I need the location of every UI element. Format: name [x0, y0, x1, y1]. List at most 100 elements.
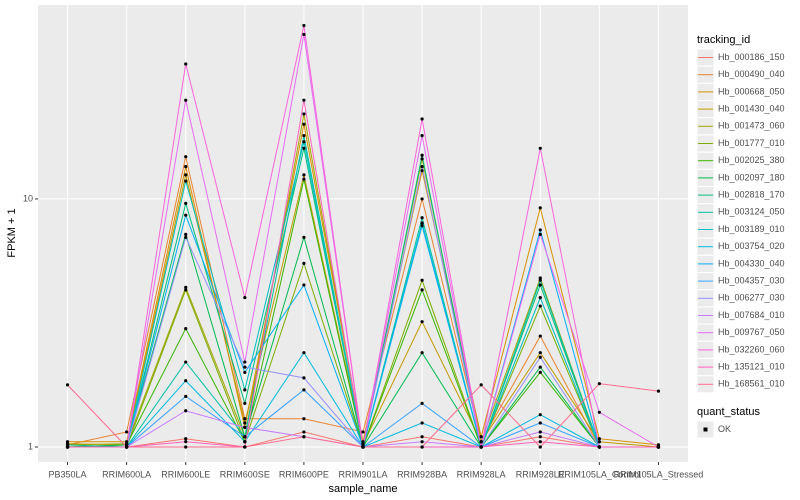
x-tick-label: RRIM600LE [161, 469, 210, 479]
data-point [420, 288, 424, 292]
data-point [243, 417, 247, 421]
data-point [184, 445, 188, 449]
data-point [538, 355, 542, 359]
data-point [184, 179, 188, 183]
data-point [420, 421, 424, 425]
data-point [420, 440, 424, 444]
y-tick-label: 10 [23, 193, 33, 203]
legend-label: Hb_007684_010 [718, 310, 785, 320]
data-point [538, 445, 542, 449]
data-point [420, 224, 424, 228]
data-point [420, 351, 424, 355]
data-point [302, 173, 306, 177]
data-point [243, 401, 247, 405]
data-point [184, 213, 188, 217]
data-point [302, 261, 306, 265]
data-point [302, 417, 306, 421]
data-point [184, 232, 188, 236]
data-point [538, 206, 542, 210]
legend-label: Hb_002025_380 [718, 155, 785, 165]
data-point [538, 228, 542, 232]
x-axis-label: sample_name [328, 483, 397, 495]
legend-label: Hb_001777_010 [718, 138, 785, 148]
y-axis-label: FPKM + 1 [6, 208, 18, 257]
legend-title: tracking_id [697, 34, 750, 46]
data-point [184, 360, 188, 364]
data-point [361, 445, 365, 449]
data-point [184, 437, 188, 441]
data-point [420, 134, 424, 138]
data-point [479, 440, 483, 444]
legend-label: Hb_002097_180 [718, 172, 785, 182]
data-point [420, 197, 424, 201]
data-point [302, 430, 306, 434]
data-point [243, 425, 247, 429]
data-point [420, 445, 424, 449]
data-point [184, 440, 188, 444]
data-point [538, 296, 542, 300]
data-point [184, 409, 188, 413]
legend-label: Hb_003189_010 [718, 224, 785, 234]
data-point [538, 365, 542, 369]
x-tick-label: RRIM600SE [220, 469, 270, 479]
legend-shape [703, 427, 708, 432]
data-point [184, 201, 188, 205]
data-point [184, 235, 188, 239]
data-point [243, 421, 247, 425]
legend-label: Hb_000668_050 [718, 86, 785, 96]
data-point [184, 155, 188, 159]
data-point [420, 435, 424, 439]
data-point [420, 117, 424, 121]
data-point [243, 296, 247, 300]
data-point [538, 146, 542, 150]
data-point [597, 410, 601, 414]
data-point [243, 388, 247, 392]
data-point [243, 445, 247, 449]
data-point [302, 376, 306, 380]
data-point [302, 32, 306, 37]
legend-label: Hb_001430_040 [718, 103, 785, 113]
data-point [302, 283, 306, 287]
data-point [420, 221, 424, 225]
legend-label: Hb_009767_050 [718, 327, 785, 337]
data-point [420, 216, 424, 220]
data-point [479, 435, 483, 439]
data-point [243, 365, 247, 369]
data-point [538, 283, 542, 287]
data-point [538, 276, 542, 280]
x-tick-label: RRIM928LE [516, 469, 565, 479]
data-point [597, 437, 601, 441]
data-point [656, 389, 661, 393]
data-point [538, 232, 542, 236]
data-point [65, 445, 70, 449]
data-point [420, 401, 424, 405]
data-point [420, 320, 424, 324]
data-point [538, 435, 542, 439]
data-point [538, 304, 542, 308]
legend-label: Hb_000490_040 [718, 69, 785, 79]
legend-label: Hb_135121_010 [718, 361, 785, 371]
data-point [184, 327, 188, 331]
data-point [184, 394, 188, 398]
data-point [302, 388, 306, 392]
data-point [656, 445, 661, 449]
data-point [302, 98, 306, 102]
data-point [243, 435, 247, 439]
data-point [538, 278, 542, 282]
x-tick-label: PB350LA [49, 469, 87, 479]
data-point [302, 140, 306, 144]
data-point [302, 235, 306, 239]
legend-label: Hb_001473_060 [718, 121, 785, 131]
legend-label: Hb_003124_050 [718, 207, 785, 217]
data-point [538, 430, 542, 434]
data-point [243, 440, 247, 444]
y-tick-label: 1 [28, 441, 33, 451]
legend-label: Hb_004330_040 [718, 258, 785, 268]
data-point [302, 23, 306, 28]
data-point [243, 370, 247, 374]
x-tick-label: RRIM600PE [279, 469, 329, 479]
data-point [479, 445, 483, 449]
data-point [302, 435, 306, 439]
data-point [302, 122, 306, 126]
